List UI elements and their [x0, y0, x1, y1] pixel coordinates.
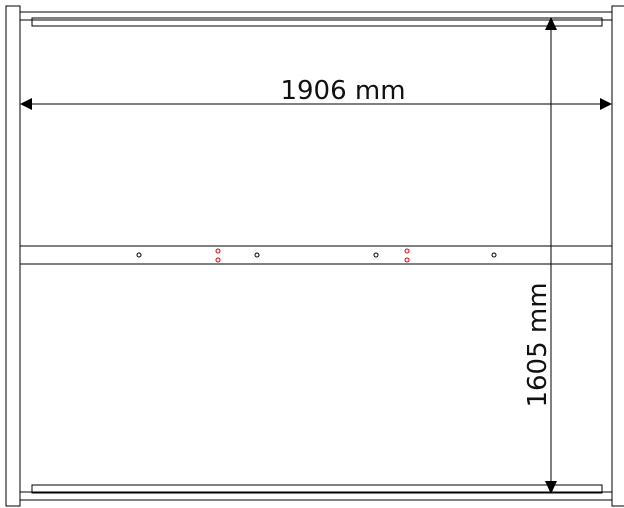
hole-black-1 — [136, 252, 142, 258]
beam-holes — [136, 248, 497, 263]
width-dimension-label: 1906 mm — [280, 76, 405, 106]
width-arrow-right-icon — [600, 98, 612, 110]
hole-red-2b — [404, 257, 410, 263]
hole-black-2 — [254, 252, 260, 258]
middle-beam — [19, 245, 613, 265]
hole-red-2a — [404, 248, 410, 254]
hole-black-3 — [373, 252, 379, 258]
top-rail-inner — [31, 17, 603, 27]
width-arrow-left-icon — [20, 98, 32, 110]
height-arrow-bottom-icon — [545, 481, 557, 494]
right-post — [611, 5, 624, 507]
height-dimension-label: 1605 mm — [523, 282, 553, 407]
top-rail-outer — [19, 11, 613, 21]
height-dimension: 1605 mm — [523, 17, 557, 494]
width-dimension: 1906 mm — [20, 76, 612, 110]
hole-black-4 — [491, 252, 497, 258]
height-arrow-top-icon — [545, 17, 557, 30]
left-post — [5, 5, 21, 507]
hole-red-1a — [215, 248, 221, 254]
bottom-rail-inner — [31, 484, 603, 494]
hole-red-1b — [215, 257, 221, 263]
